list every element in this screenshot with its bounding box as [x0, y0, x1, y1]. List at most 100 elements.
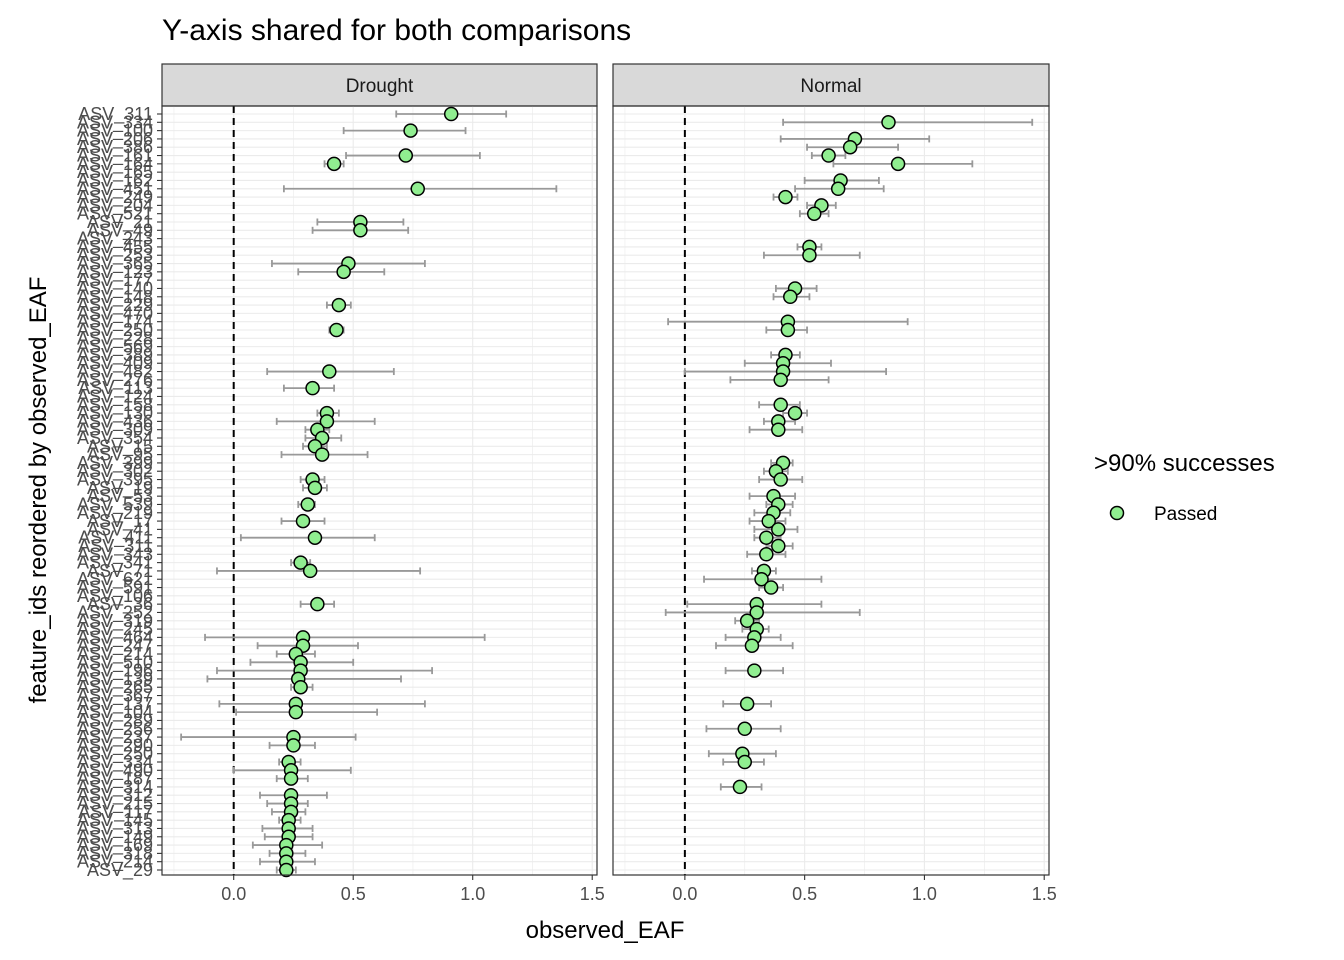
y-tick-label: ASV_245: [77, 619, 153, 640]
y-tick-label: ASV_386: [77, 137, 153, 158]
data-point: [398, 148, 414, 163]
data-point: [780, 322, 796, 338]
y-tick-label: ASV_247: [77, 636, 153, 657]
y-tick-label: ASV_158: [77, 395, 153, 416]
y-tick-label: ASV_276: [77, 370, 153, 391]
y-tick-label: ASV_15: [87, 436, 153, 457]
y-tick-label: ASV_365: [77, 254, 153, 275]
y-tick-label: ASV_95: [87, 445, 153, 466]
data-point: [307, 480, 323, 496]
y-tick-label: ASV_311: [78, 104, 153, 125]
data-point: [761, 513, 776, 529]
data-point: [305, 380, 320, 396]
y-tick-label: ASV_409: [77, 353, 153, 374]
y-tick-label: ASV_318: [77, 843, 153, 864]
y-tick-label: ASV_319: [77, 611, 153, 632]
data-point: [283, 771, 299, 786]
y-tick-label: ASV_187: [77, 769, 153, 790]
y-tick-label: ASV_165: [77, 162, 153, 183]
y-tick-label: ASV_436: [77, 411, 153, 432]
y-tick-label: ASV_313: [77, 818, 153, 839]
y-tick-label: ASV_569: [77, 337, 153, 358]
x-axis-title: observed_EAF: [526, 917, 685, 944]
y-tick-label: ASV_539: [77, 494, 153, 515]
y-tick-label: ASV_164: [77, 154, 153, 175]
data-point: [771, 538, 786, 554]
y-tick-label: ASV_177: [77, 270, 153, 291]
data-point: [830, 181, 846, 197]
y-tick-label: ASV_455: [77, 237, 153, 258]
y-tick-label: ASV_196: [77, 661, 153, 682]
y-tick-label: ASV_302: [77, 461, 153, 482]
legend-title: >90% successes: [1094, 450, 1275, 477]
y-tick-label: ASV_229: [77, 295, 153, 316]
data-point: [410, 181, 425, 197]
data-point: [732, 779, 748, 795]
data-point: [754, 571, 769, 587]
data-point: [759, 547, 774, 562]
y-tick-label: ASV_250: [77, 320, 153, 341]
y-tick-label: ASV_161: [77, 146, 153, 167]
y-tick-label: ASV_343: [77, 544, 153, 565]
data-point: [783, 289, 798, 305]
data-point: [773, 372, 788, 388]
y-axis-title: feature_ids reordered by observed_EAF: [25, 277, 52, 704]
data-point: [773, 397, 788, 413]
y-tick-label: ASV_21: [87, 212, 153, 233]
data-point: [787, 405, 803, 421]
y-tick-label: ASV_206: [77, 129, 153, 150]
y-tick-label: ASV_311: [78, 536, 153, 557]
y-tick-label: ASV_395: [77, 470, 153, 491]
y-tick-label: ASV_41: [87, 519, 153, 540]
y-tick-label: ASV_249: [77, 187, 153, 208]
panel-border-normal: [612, 105, 1050, 876]
panel-drought: Drought 0.0 0.5 1.0 1.5: [161, 63, 605, 904]
y-tick-label: ASV_162: [77, 170, 153, 191]
y-tick-label: ASV_482: [77, 362, 153, 383]
x-tick-label: 1.5: [580, 884, 605, 904]
data-point: [778, 189, 793, 205]
y-tick-label: ASV_219: [77, 503, 153, 524]
y-tick-label: ASV_521: [77, 204, 153, 225]
data-point: [310, 596, 325, 612]
data-point: [322, 364, 337, 379]
y-tick-label: ASV_137: [77, 694, 153, 715]
y-tick-label: ASV_123: [77, 262, 153, 283]
y-tick-label: ASV_145: [77, 810, 153, 831]
data-point: [295, 513, 311, 529]
data-point: [821, 148, 836, 163]
y-tick-label: ASV_451: [77, 179, 153, 200]
y-tick-label: ASV_53: [87, 486, 153, 507]
points-normal: [732, 115, 906, 795]
data-point: [443, 106, 459, 122]
x-tick-label: 1.5: [1032, 884, 1057, 904]
data-point: [739, 613, 755, 629]
x-tick-label: 1.0: [460, 884, 485, 904]
data-point: [326, 156, 342, 172]
data-point: [842, 139, 858, 155]
y-tick-label: ASV_250: [77, 744, 153, 765]
y-tick-label: ASV_29: [87, 860, 153, 881]
y-tick-label: ASV_334: [77, 752, 153, 773]
y-tick-label: ASV_309: [77, 420, 153, 441]
y-tick-label: ASV_124: [77, 386, 153, 407]
y-tick-label: ASV_289: [77, 710, 153, 731]
data-point: [353, 223, 368, 238]
panel-normal: Normal 0.0 0.5 1.0 1.5: [612, 63, 1057, 904]
x-tick-label: 1.0: [912, 884, 937, 904]
x-tick-label: 0.5: [341, 884, 366, 904]
x-tick-label: 0.0: [221, 884, 246, 904]
y-tick-label: ASV_256: [77, 719, 153, 740]
data-point: [759, 530, 774, 545]
y-tick-label: ASV_36: [87, 594, 153, 615]
data-point: [293, 555, 308, 570]
data-point: [773, 472, 788, 487]
y-tick-label: ASV_243: [77, 229, 153, 250]
y-tick-label: ASV_130: [77, 403, 153, 424]
data-point: [763, 580, 779, 595]
y-tick-label: ASV_204: [77, 195, 153, 216]
data-point: [293, 679, 308, 695]
data-point: [307, 530, 323, 545]
data-point: [737, 721, 753, 737]
y-tick-label: ASV_490: [77, 760, 153, 781]
